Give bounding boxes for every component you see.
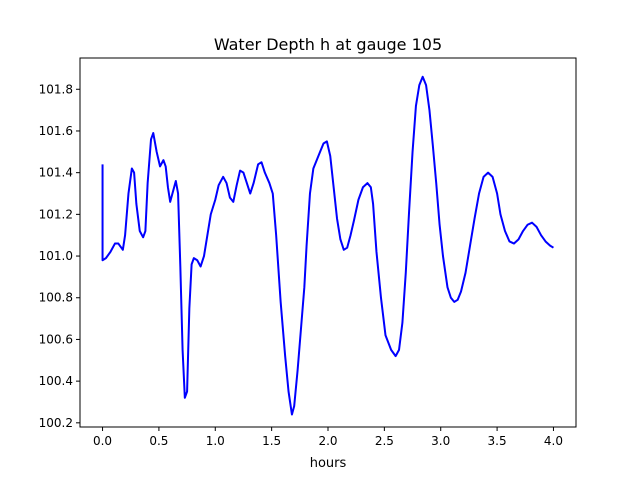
y-tick-label: 101.8 [39, 82, 73, 96]
y-tick-label: 101.6 [39, 124, 73, 138]
series-line-0 [101, 75, 554, 416]
x-tick-label: 0.0 [93, 434, 112, 448]
y-tick-label: 100.4 [39, 374, 73, 388]
y-tick-label: 101.0 [39, 249, 73, 263]
plot-area: 0.0 0.5 1.0 1.5 2.0 2.5 3.0 3.5 4.0 100.2 100.4 100… [39, 57, 577, 448]
x-tick-label: 3.0 [431, 434, 450, 448]
y-tick-label: 100.8 [39, 291, 73, 305]
y-tick-label: 101.2 [39, 207, 73, 221]
x-tick-label: 2.0 [318, 434, 337, 448]
x-axis-label: hours [310, 456, 347, 471]
x-tick-label: 4.0 [544, 434, 563, 448]
x-tick-label: 1.5 [262, 434, 281, 448]
y-tick-label: 100.6 [39, 332, 73, 346]
y-tick-label: 101.4 [39, 166, 73, 180]
chart-title: Water Depth h at gauge 105 [214, 35, 442, 54]
x-tick-label: 1.0 [206, 434, 225, 448]
x-tick-label: 0.5 [149, 434, 168, 448]
y-tick-label: 100.2 [39, 416, 73, 430]
x-tick-label: 2.5 [375, 434, 394, 448]
x-tick-label: 3.5 [488, 434, 507, 448]
